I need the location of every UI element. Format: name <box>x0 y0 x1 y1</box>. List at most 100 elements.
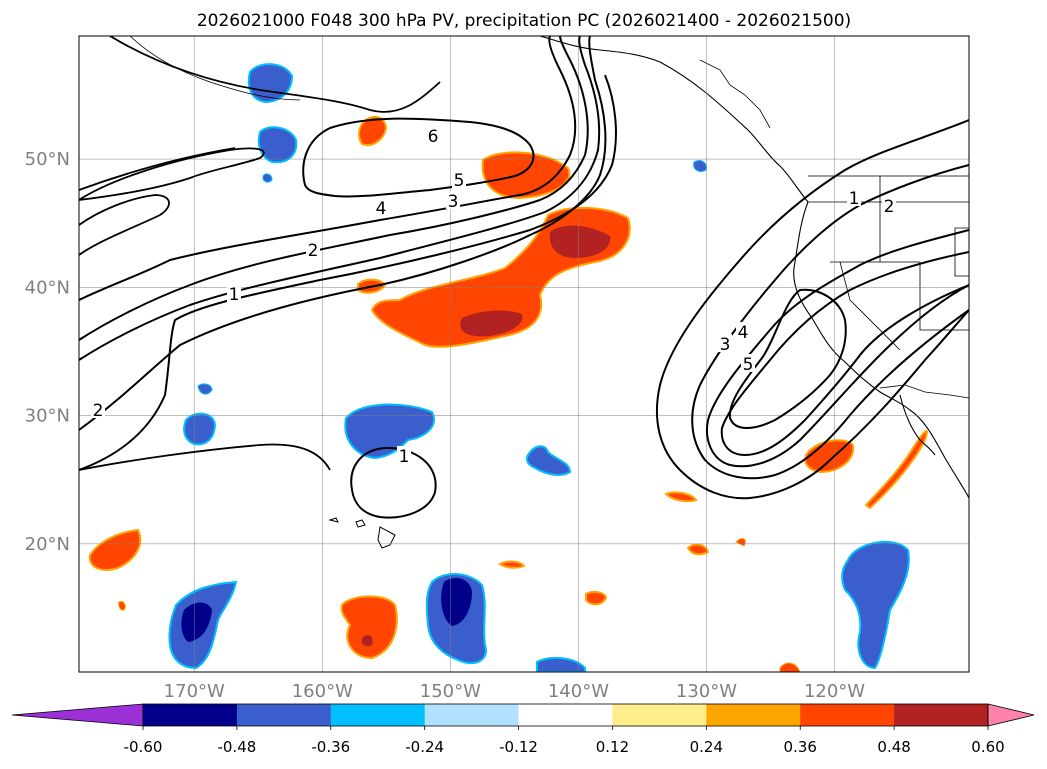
pv-contour-3 <box>706 229 969 468</box>
aleutian-islands <box>129 36 301 101</box>
pv-contour-1 <box>79 443 331 471</box>
longitude-tick-label: 130°W <box>676 681 737 702</box>
alaska-panhandle-islands <box>699 59 771 129</box>
map-frame <box>78 35 970 673</box>
contour-label: 2 <box>93 401 104 421</box>
precip-negative-area <box>262 173 273 183</box>
precip-positive-area <box>735 538 746 547</box>
colorbar-tick-label: 0.12 <box>596 738 629 756</box>
pv-contour-2 <box>691 164 969 480</box>
pv-contour-3 <box>79 36 601 361</box>
precip-negative-area <box>536 656 586 672</box>
colorbar-tick-label: 0.48 <box>877 738 910 756</box>
latitude-tick-label: 50°N <box>25 149 70 170</box>
pv-contour-1 <box>79 147 265 201</box>
colorbar-bin <box>424 704 520 726</box>
colorbar-bin <box>236 704 332 726</box>
precip-negative-area <box>525 445 572 476</box>
precipitation-shading <box>88 63 928 672</box>
contour-label: 5 <box>743 355 754 375</box>
contour-label: 1 <box>849 189 860 209</box>
longitude-tick-label: 140°W <box>548 681 609 702</box>
precip-positive-area <box>118 601 126 611</box>
precip-negative-area <box>197 383 213 395</box>
colorbar-over-extension <box>987 703 1035 727</box>
colorbar-bin <box>143 704 238 726</box>
precip-positive-area <box>664 491 698 503</box>
colorbar-tick-label: -0.36 <box>311 738 350 756</box>
contour-label: 4 <box>376 199 387 219</box>
precip-positive-area <box>340 595 398 660</box>
contour-label: 2 <box>308 241 319 261</box>
colorbar-tick-label: 0.60 <box>971 738 1004 756</box>
colorbar-bin <box>894 704 989 726</box>
colorbar-frame <box>142 703 989 727</box>
pv-contour-4 <box>720 251 969 457</box>
precip-positive-area <box>864 430 928 510</box>
colorbar-tick-label: -0.24 <box>405 738 444 756</box>
latitude-tick-labels: 50°N 40°N 30°N 20°N <box>25 149 70 555</box>
longitude-tick-label: 170°W <box>164 681 225 702</box>
map-background <box>79 36 969 672</box>
baja-california-coastline <box>899 394 936 456</box>
precip-negative-area <box>693 159 707 173</box>
pv-contours <box>79 36 969 519</box>
contour-label: 2 <box>884 197 895 217</box>
colorbar-bin <box>706 704 801 726</box>
pv-contour-5 <box>79 74 617 471</box>
precip-positive-area <box>358 116 388 146</box>
longitude-tick-label: 120°W <box>804 681 865 702</box>
colorbar-bin <box>800 704 895 726</box>
latitude-tick-label: 20°N <box>25 534 70 555</box>
contour-label: 3 <box>720 335 731 355</box>
figure-title: 2026021000 F048 300 hPa PV, precipitatio… <box>197 11 851 31</box>
colorbar-bin <box>612 704 707 726</box>
coastlines <box>129 36 969 549</box>
pv-contour-labels: 1 2 3 4 5 6 1 2 3 4 5 <box>91 126 896 467</box>
pv-contour-1 <box>350 446 437 519</box>
colorbar-bin <box>518 704 613 726</box>
precip-negative-area <box>183 412 217 446</box>
contour-label: 1 <box>399 447 410 467</box>
precip-positive-area <box>779 662 801 672</box>
colorbar-tick-label: -0.48 <box>217 738 256 756</box>
north-america-coastline <box>539 36 969 499</box>
contour-label: 4 <box>738 323 749 343</box>
contour-label: 6 <box>428 127 439 147</box>
colorbar-tick-label: 0.36 <box>784 738 817 756</box>
pv-contour-4 <box>79 36 607 431</box>
precip-positive-area <box>686 543 710 556</box>
longitude-tick-label: 160°W <box>292 681 353 702</box>
colorbar-tick-label: 0.24 <box>690 738 723 756</box>
precip-positive-area <box>88 528 142 571</box>
colorbar-bin <box>330 704 426 726</box>
map-panel: 1 2 3 4 5 6 1 2 3 4 5 <box>78 35 970 673</box>
precip-negative-area <box>841 540 910 670</box>
precip-strong-positive-area <box>460 310 523 337</box>
colorbar: -0.60 -0.48 -0.36 -0.24 -0.12 0.12 0.24 0.36 0.4… <box>11 703 1035 756</box>
precip-strong-negative-area <box>181 602 212 642</box>
contour-label: 5 <box>454 171 465 191</box>
pv-contour-2 <box>109 36 441 113</box>
hawaiian-islands <box>328 517 396 549</box>
latitude-tick-label: 40°N <box>25 277 70 298</box>
precip-negative-area <box>257 126 298 164</box>
gridlines <box>79 36 969 672</box>
precip-strong-positive-area <box>361 635 373 647</box>
longitude-tick-label: 150°W <box>420 681 481 702</box>
longitude-tick-labels: 170°W 160°W 150°W 140°W 130°W 120°W <box>164 681 866 702</box>
pv-contour-2 <box>79 147 236 256</box>
precip-negative-area <box>344 403 435 460</box>
precip-positive-area <box>585 590 608 606</box>
pv-contour-1 <box>656 119 969 500</box>
pv-contour-6 <box>302 117 535 198</box>
colorbar-tick-label: -0.12 <box>499 738 538 756</box>
pv-contour-5 <box>728 288 847 429</box>
precip-strong-negative-area <box>441 577 472 626</box>
precip-positive-area <box>498 560 526 569</box>
us-mexico-border <box>879 384 969 399</box>
latitude-tick-label: 30°N <box>25 406 70 427</box>
contour-label: 3 <box>448 192 459 212</box>
